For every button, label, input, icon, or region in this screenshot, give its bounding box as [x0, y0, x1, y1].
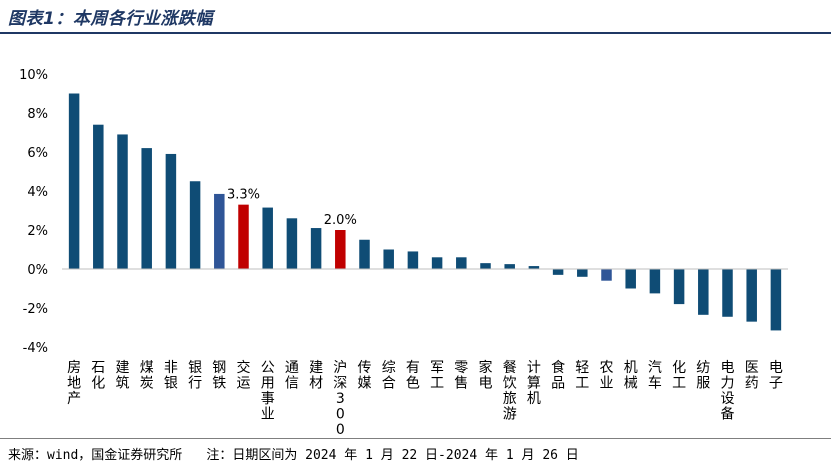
bar-机械: [625, 269, 636, 289]
y-tick-label: 6%: [27, 146, 48, 161]
bar-农业: [601, 269, 612, 281]
bar-建材: [310, 228, 322, 269]
bar-公用事业: [262, 207, 273, 269]
source-text: 来源：wind，国金证券研究所: [8, 448, 183, 463]
bar-非银: [165, 153, 177, 269]
x-category-label: 房地产: [67, 360, 81, 407]
bar-交运: [238, 204, 249, 269]
x-category-label: 钢铁: [212, 360, 226, 392]
x-category-label: 化工: [672, 360, 686, 392]
x-category-label: 银行: [188, 360, 202, 392]
x-category-label: 纺服: [696, 360, 710, 392]
x-category-label: 餐饮旅游: [503, 360, 517, 423]
y-tick-label: 8%: [27, 107, 48, 122]
x-category-label: 综合: [382, 360, 396, 392]
bar-化工: [673, 269, 685, 305]
x-category-label: 食品: [551, 359, 565, 392]
data-label: 2.0%: [324, 213, 357, 228]
chart-title: 图表1：本周各行业涨跌幅: [8, 9, 213, 29]
x-category-label: 轻工: [575, 360, 589, 392]
bar-纺服: [698, 269, 709, 315]
bar-食品: [552, 269, 564, 275]
footer-divider: [0, 438, 831, 439]
bar-轻工: [577, 269, 588, 277]
bar-综合: [383, 249, 394, 269]
x-category-label: 通信: [285, 360, 299, 392]
bar-房地产: [68, 93, 80, 269]
x-category-label: 石化: [91, 360, 105, 392]
y-axis: -4% -2% 0% 2% 4% 6% 8% 10%: [19, 68, 48, 356]
x-category-label: 汽车: [648, 360, 662, 392]
x-category-label: 交运: [237, 359, 251, 392]
x-category-label: 煤炭: [140, 360, 154, 392]
x-category-label: 公用事业: [261, 360, 275, 423]
bar-医药: [746, 269, 757, 322]
bar-有色: [407, 251, 419, 269]
bar-银行: [189, 181, 201, 269]
x-category-label: 机械: [624, 360, 638, 392]
bar-石化: [93, 124, 104, 269]
x-category-label: 传媒: [358, 360, 372, 392]
date-note: 注：日期区间为 2024 年 1 月 22 日-2024 年 1 月 26 日: [206, 448, 579, 463]
x-category-label: 计算机: [527, 360, 541, 407]
data-labels: 3.3% 2.0%: [227, 188, 357, 228]
bar-通信: [286, 218, 298, 269]
y-tick-label: -4%: [23, 341, 48, 356]
x-category-label: 非银: [164, 360, 178, 392]
bar-计算机: [528, 266, 540, 269]
x-category-label: 建筑: [116, 360, 130, 392]
x-category-label: 有色: [406, 360, 420, 392]
y-tick-label: -2%: [23, 302, 48, 317]
data-label: 3.3%: [227, 188, 260, 203]
bar-军工: [431, 257, 443, 269]
bar-家电: [480, 263, 491, 269]
bar-电力设备: [722, 269, 733, 317]
x-category-label: 家电: [479, 359, 493, 392]
bar-电子: [770, 269, 782, 331]
y-tick-label: 10%: [19, 68, 48, 83]
y-tick-label: 0%: [27, 263, 48, 278]
x-category-label: 零售: [454, 360, 468, 392]
bar-煤炭: [141, 148, 152, 269]
footer: 来源：wind，国金证券研究所 注：日期区间为 2024 年 1 月 22 日-2…: [8, 444, 579, 463]
bar-沪深300: [335, 230, 346, 269]
x-category-label: 医药: [745, 360, 759, 392]
y-tick-label: 4%: [27, 185, 48, 200]
x-category-label: 军工: [430, 360, 444, 392]
y-tick-label: 2%: [27, 224, 48, 239]
title-divider: [0, 32, 831, 34]
bar-建筑: [117, 134, 128, 269]
bar-钢铁: [214, 193, 225, 269]
bar-零售: [456, 257, 467, 269]
x-category-label: 电力设备: [721, 360, 735, 423]
bar-传媒: [359, 239, 370, 269]
x-category-label: 建材: [309, 360, 323, 392]
bar-餐饮旅游: [504, 264, 515, 270]
x-category-label: 农业: [600, 360, 614, 392]
bar-汽车: [649, 269, 661, 294]
bar-series: [68, 93, 782, 331]
x-category-label: 沪深 3 0 0: [333, 360, 347, 438]
x-category-label: 电子: [769, 360, 783, 392]
